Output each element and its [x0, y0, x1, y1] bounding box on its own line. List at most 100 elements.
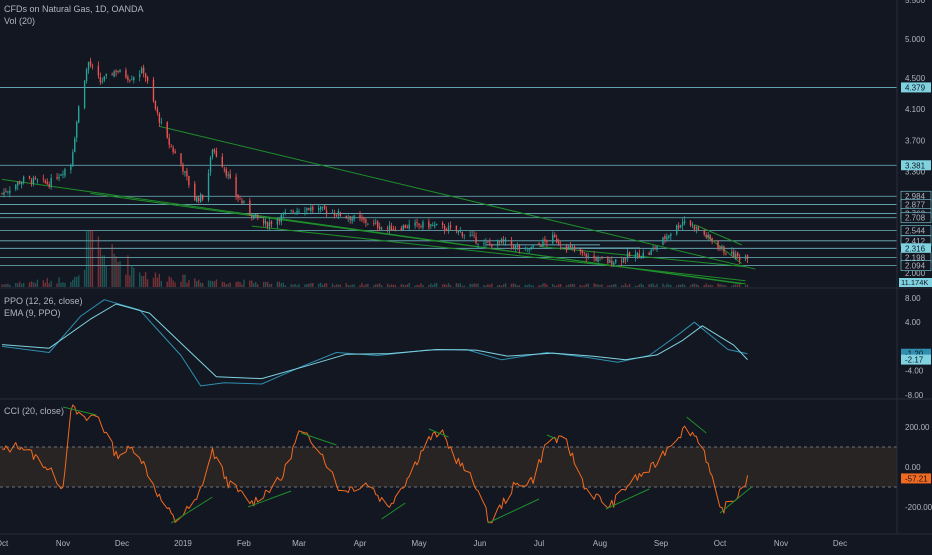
- candle-body[interactable]: [595, 257, 597, 261]
- candle-body[interactable]: [306, 207, 308, 211]
- volume-bar[interactable]: [188, 280, 190, 287]
- candle-body[interactable]: [585, 253, 587, 258]
- volume-bar[interactable]: [676, 285, 678, 287]
- volume-bar[interactable]: [528, 284, 530, 287]
- candle-body[interactable]: [512, 246, 515, 249]
- candle-body[interactable]: [198, 197, 200, 202]
- candle-body[interactable]: [681, 222, 684, 226]
- candle-body[interactable]: [345, 215, 347, 218]
- volume-bar[interactable]: [556, 285, 558, 287]
- candle-body[interactable]: [318, 207, 320, 211]
- candle-body[interactable]: [184, 171, 186, 173]
- volume-bar[interactable]: [378, 283, 381, 287]
- candle-body[interactable]: [516, 246, 519, 247]
- candle-body[interactable]: [489, 242, 491, 244]
- volume-bar[interactable]: [333, 285, 336, 287]
- volume-bar[interactable]: [56, 283, 58, 287]
- volume-bar[interactable]: [691, 283, 694, 287]
- volume-bar[interactable]: [540, 285, 542, 287]
- volume-bar[interactable]: [266, 281, 269, 287]
- candle-body[interactable]: [56, 177, 58, 179]
- volume-bar[interactable]: [668, 284, 670, 287]
- candle-body[interactable]: [105, 74, 107, 76]
- volume-bar[interactable]: [361, 282, 363, 287]
- candle-body[interactable]: [367, 223, 369, 225]
- candle-body[interactable]: [587, 255, 589, 257]
- candle-body[interactable]: [744, 256, 747, 260]
- candle-body[interactable]: [634, 254, 637, 258]
- volume-bar[interactable]: [17, 283, 19, 287]
- candle-body[interactable]: [461, 232, 463, 236]
- volume-bar[interactable]: [170, 277, 172, 287]
- candle-body[interactable]: [89, 60, 92, 66]
- volume-bar[interactable]: [538, 285, 540, 287]
- volume-bar[interactable]: [587, 283, 589, 287]
- candle-body[interactable]: [249, 200, 251, 214]
- candle-body[interactable]: [638, 253, 641, 259]
- volume-bar[interactable]: [432, 284, 434, 287]
- volume-bar[interactable]: [436, 283, 438, 287]
- candle-body[interactable]: [388, 225, 391, 230]
- candle-body[interactable]: [196, 196, 198, 202]
- candle-body[interactable]: [626, 253, 629, 259]
- volume-bar[interactable]: [239, 282, 241, 287]
- volume-bar[interactable]: [430, 283, 432, 287]
- volume-bar[interactable]: [583, 285, 585, 287]
- candle-body[interactable]: [483, 243, 485, 245]
- volume-bar[interactable]: [278, 281, 281, 287]
- candle-body[interactable]: [485, 242, 487, 244]
- candle-body[interactable]: [679, 225, 682, 227]
- volume-bar[interactable]: [158, 273, 161, 287]
- candle-body[interactable]: [349, 216, 351, 220]
- candle-body[interactable]: [569, 245, 572, 247]
- cci-divergence-line[interactable]: [381, 502, 406, 520]
- volume-bar[interactable]: [78, 275, 80, 287]
- volume-bar[interactable]: [571, 283, 574, 287]
- candle-body[interactable]: [746, 254, 749, 260]
- volume-bar[interactable]: [363, 285, 365, 287]
- volume-bar[interactable]: [485, 285, 487, 287]
- volume-bar[interactable]: [257, 284, 259, 287]
- volume-bar[interactable]: [91, 230, 94, 287]
- volume-bar[interactable]: [394, 284, 397, 287]
- volume-bar[interactable]: [473, 283, 475, 287]
- volume-bar[interactable]: [498, 285, 501, 287]
- volume-bar[interactable]: [3, 284, 5, 287]
- volume-bar[interactable]: [62, 282, 64, 287]
- volume-bar[interactable]: [746, 284, 749, 287]
- candle-body[interactable]: [87, 62, 90, 70]
- candle-body[interactable]: [284, 212, 286, 213]
- candle-body[interactable]: [335, 214, 338, 216]
- volume-bar[interactable]: [648, 284, 650, 287]
- volume-bar[interactable]: [497, 285, 499, 287]
- candle-body[interactable]: [213, 148, 216, 152]
- volume-bar[interactable]: [353, 284, 355, 287]
- candle-body[interactable]: [154, 101, 157, 109]
- volume-bar[interactable]: [404, 285, 406, 287]
- candle-body[interactable]: [642, 252, 644, 258]
- volume-bar[interactable]: [377, 284, 379, 287]
- volume-bar[interactable]: [624, 283, 627, 287]
- volume-bar[interactable]: [156, 277, 159, 287]
- volume-bar[interactable]: [46, 278, 48, 287]
- volume-bar[interactable]: [32, 282, 35, 287]
- volume-bar[interactable]: [609, 285, 611, 287]
- volume-bar[interactable]: [140, 276, 143, 287]
- candle-body[interactable]: [544, 239, 546, 242]
- volume-bar[interactable]: [400, 284, 403, 287]
- candle-body[interactable]: [436, 223, 438, 226]
- candle-body[interactable]: [721, 246, 723, 249]
- volume-bar[interactable]: [681, 283, 684, 287]
- candle-body[interactable]: [471, 234, 473, 236]
- candle-body[interactable]: [36, 179, 39, 181]
- candle-body[interactable]: [613, 262, 615, 266]
- volume-bar[interactable]: [207, 280, 210, 287]
- volume-bar[interactable]: [323, 283, 326, 287]
- candle-body[interactable]: [209, 157, 212, 173]
- candle-body[interactable]: [266, 222, 269, 228]
- candle-body[interactable]: [408, 224, 410, 229]
- candle-body[interactable]: [58, 176, 60, 179]
- volume-bar[interactable]: [48, 283, 50, 287]
- candle-body[interactable]: [677, 225, 680, 228]
- candle-body[interactable]: [20, 181, 23, 185]
